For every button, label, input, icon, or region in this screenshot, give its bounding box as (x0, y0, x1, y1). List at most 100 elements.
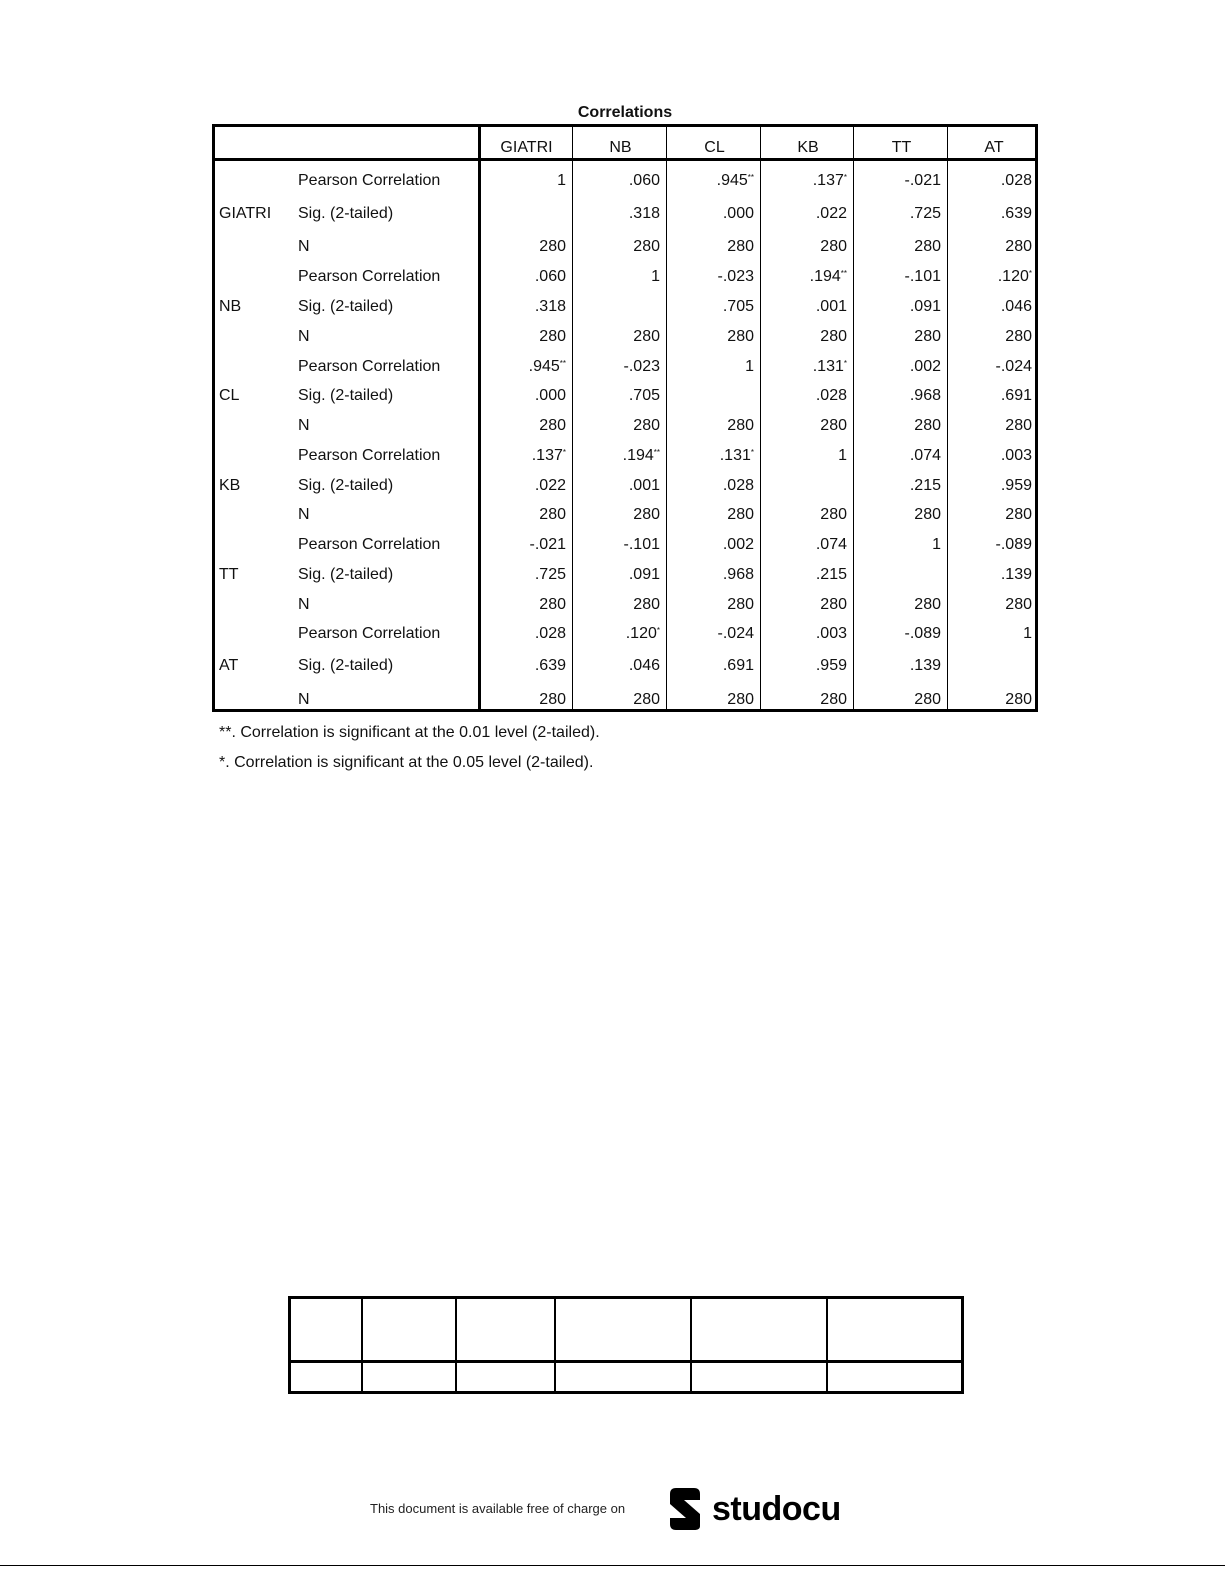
cell-value: 1 (1023, 625, 1032, 642)
cell-value: 280 (539, 328, 566, 345)
row-variable: KB (219, 477, 241, 494)
table-cell: 280 (666, 237, 754, 257)
significance-mark: * (843, 173, 847, 182)
significance-mark: * (656, 626, 660, 635)
cell-value: 280 (633, 238, 660, 255)
cell-value: 1 (745, 358, 754, 375)
table-cell: 280 (760, 416, 847, 436)
cell-value: 280 (539, 238, 566, 255)
cell-value: .959 (815, 657, 847, 674)
table-cell: .318 (478, 297, 566, 317)
cell-value: .001 (815, 298, 847, 315)
cell-value: 280 (914, 417, 941, 434)
table-cell: 280 (853, 327, 941, 347)
cell-value: 280 (820, 596, 847, 613)
cell-value: .959 (1000, 477, 1032, 494)
cell-value: 280 (820, 238, 847, 255)
cell-value: .968 (722, 566, 754, 583)
table-cell: .945** (666, 171, 754, 191)
table-cell: -.089 (853, 624, 941, 644)
table-cell: .194** (572, 446, 660, 466)
table-cell: 280 (478, 327, 566, 347)
cell-value: .945 (716, 172, 748, 189)
stat-label: Pearson Correlation (298, 625, 441, 642)
stat-label: Sig. (2-tailed) (298, 657, 394, 674)
cell-value: 280 (633, 328, 660, 345)
cell-value: .725 (909, 205, 941, 222)
table-cell: .003 (947, 446, 1032, 466)
cell-value: .139 (909, 657, 941, 674)
significance-mark: * (1028, 269, 1032, 278)
cell-value: 1 (838, 447, 847, 464)
table-cell: .968 (853, 386, 941, 406)
column-divider (853, 127, 854, 709)
cell-value: .060 (628, 172, 660, 189)
cell-value: 280 (727, 596, 754, 613)
promo-text: This document is available free of charg… (370, 1501, 626, 1516)
significance-mark: * (562, 448, 566, 457)
stat-label: N (298, 417, 310, 434)
cell-value: .318 (534, 298, 566, 315)
table-cell: 1 (572, 267, 660, 287)
stat-label: Sig. (2-tailed) (298, 477, 394, 494)
table-cell: .028 (666, 476, 754, 496)
cell-value: .639 (1000, 205, 1032, 222)
cell-value: .318 (628, 205, 660, 222)
cell-value: 280 (914, 691, 941, 708)
footnote-005: *. Correlation is significant at the 0.0… (219, 754, 594, 771)
row-variable: NB (219, 298, 242, 315)
cell-value: .725 (534, 566, 566, 583)
cell-value: -.023 (623, 358, 660, 375)
table-cell: .725 (478, 565, 566, 585)
table-cell: 1 (666, 357, 754, 377)
stat-label: N (298, 506, 310, 523)
table-cell: .001 (572, 476, 660, 496)
correlations-table: GIATRI NB CL KB TT AT GIATRI Pearson Correlatio… (212, 124, 1038, 712)
table-cell: 280 (478, 595, 566, 615)
cell-value: -.021 (529, 536, 566, 553)
cell-value: .001 (628, 477, 660, 494)
cell-value: 280 (1005, 328, 1032, 345)
table-cell: .002 (666, 535, 754, 555)
row-variable: AT (219, 657, 239, 674)
table-cell: .060 (572, 171, 660, 191)
table-cell: .215 (853, 476, 941, 496)
table-cell: .074 (853, 446, 941, 466)
cell-value: .131 (719, 447, 751, 464)
table-cell: 280 (666, 595, 754, 615)
cell-value: .215 (815, 566, 847, 583)
cell-value: .046 (1000, 298, 1032, 315)
header-divider (215, 158, 1035, 161)
cell-value: 280 (820, 691, 847, 708)
cell-value: 280 (727, 328, 754, 345)
cell-value: .705 (722, 298, 754, 315)
table-cell: .137* (760, 171, 847, 191)
column-divider (760, 127, 761, 709)
table-cell: .194** (760, 267, 847, 287)
cell-value: 280 (1005, 238, 1032, 255)
row-variable: TT (219, 566, 239, 583)
column-header: TT (891, 139, 912, 156)
table-cell: 280 (666, 327, 754, 347)
table-cell: .139 (947, 565, 1032, 585)
stat-label: N (298, 328, 310, 345)
table-cell: .959 (947, 476, 1032, 496)
studocu-logo-icon (670, 1488, 700, 1530)
cell-value: 280 (539, 596, 566, 613)
cell-value: .028 (1000, 172, 1032, 189)
table-cell: .001 (760, 297, 847, 317)
table-cell: 280 (478, 416, 566, 436)
table-cell: 280 (666, 690, 754, 710)
table-cell: 280 (572, 327, 660, 347)
table-cell: .091 (572, 565, 660, 585)
table-cell: .705 (572, 386, 660, 406)
cell-value: .002 (909, 358, 941, 375)
cell-value: 280 (914, 596, 941, 613)
row-variable: GIATRI (219, 205, 272, 222)
cell-value: .003 (815, 625, 847, 642)
table-cell: 280 (947, 416, 1032, 436)
table-cell: -.021 (478, 535, 566, 555)
significance-mark: ** (840, 269, 847, 278)
studocu-logo[interactable]: studocu (664, 1486, 841, 1532)
cell-value: .120 (997, 268, 1029, 285)
